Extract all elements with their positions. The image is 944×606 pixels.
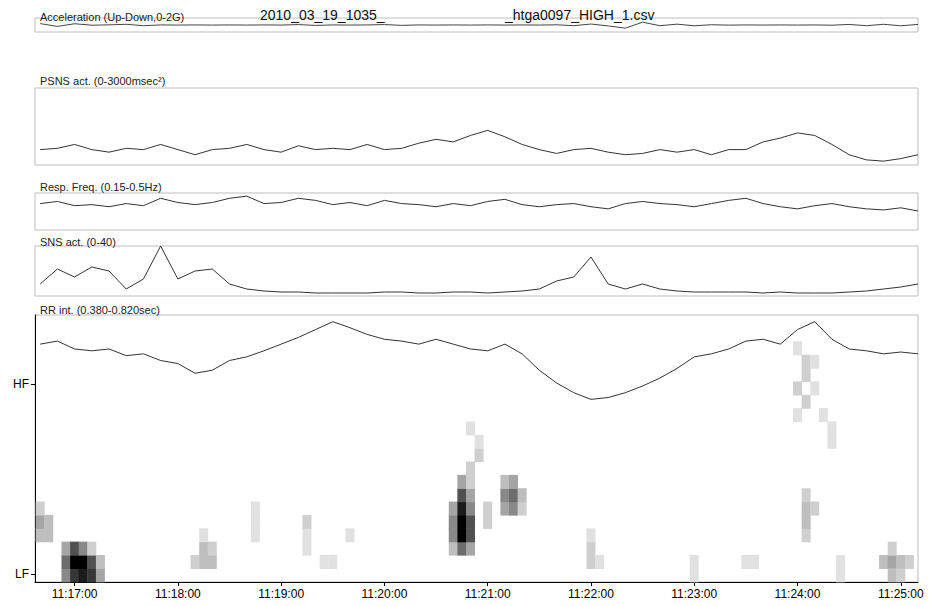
svg-text:11:17:00: 11:17:00 xyxy=(52,587,98,601)
svg-text:11:20:00: 11:20:00 xyxy=(361,587,407,601)
svg-text:_htga0097_HIGH_1.csv: _htga0097_HIGH_1.csv xyxy=(504,7,654,23)
svg-text:11:22:00: 11:22:00 xyxy=(568,587,614,601)
svg-text:LF: LF xyxy=(15,567,29,581)
svg-text:PSNS act. (0-3000msec²): PSNS act. (0-3000msec²) xyxy=(40,75,165,87)
svg-text:11:25:00: 11:25:00 xyxy=(878,587,924,601)
svg-text:11:24:00: 11:24:00 xyxy=(775,587,821,601)
svg-text:RR int. (0.380-0.820sec): RR int. (0.380-0.820sec) xyxy=(40,304,160,316)
svg-text:11:21:00: 11:21:00 xyxy=(465,587,511,601)
svg-text:11:18:00: 11:18:00 xyxy=(155,587,201,601)
svg-text:SNS act. (0-40): SNS act. (0-40) xyxy=(40,236,116,248)
svg-text:Acceleration (Up-Down,0-2G): Acceleration (Up-Down,0-2G) xyxy=(40,11,184,23)
svg-text:11:19:00: 11:19:00 xyxy=(258,587,304,601)
svg-text:11:23:00: 11:23:00 xyxy=(671,587,717,601)
svg-text:HF: HF xyxy=(13,377,29,391)
svg-text:Resp. Freq. (0.15-0.5Hz): Resp. Freq. (0.15-0.5Hz) xyxy=(40,181,162,193)
svg-text:2010_03_19_1035_: 2010_03_19_1035_ xyxy=(260,7,385,23)
